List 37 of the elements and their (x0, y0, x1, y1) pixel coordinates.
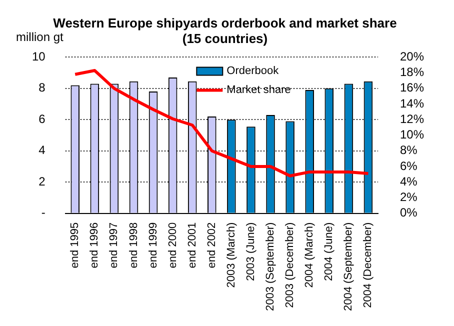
chart-title: Western Europe shipyards orderbook and market share (53, 15, 397, 30)
x-tick-label: end 2000 (166, 222, 179, 268)
y-axis-title: million gt (16, 30, 64, 44)
y2-tick-label: 20% (400, 50, 424, 64)
x-tick-label: 2004 (December) (362, 222, 374, 308)
x-tick-label: end 2002 (206, 222, 218, 268)
x-tick-label: end 1996 (88, 222, 101, 268)
x-tick-label: 2003 (December) (284, 222, 296, 308)
x-tick-label: end 1995 (69, 222, 82, 268)
x-tick-label: 2004 (June) (323, 222, 336, 282)
y-tick-label: 6 (38, 112, 46, 126)
x-tick-label: end 1999 (147, 222, 160, 268)
y2-tick-label: 2% (400, 190, 418, 204)
y-tick-label: 10 (32, 50, 46, 64)
x-tick-label: end 1998 (128, 222, 140, 268)
x-tick-label: 2003 (March) (225, 222, 238, 288)
x-tick-label: end 2001 (186, 222, 198, 268)
x-tick-label: 2004 (March) (304, 222, 316, 288)
y-tick-label: 2 (38, 174, 46, 188)
y-tick-label: 4 (38, 143, 46, 158)
y2-tick-label: 4% (400, 174, 418, 188)
y2-tick-label: 14% (400, 96, 424, 110)
y2-tick-label: 10% (400, 128, 424, 142)
chart-subtitle: (15 countries) (182, 30, 268, 46)
y2-tick-label: 16% (400, 80, 424, 95)
x-tick-label: end 1997 (108, 222, 120, 268)
x-tick-label: 2003 (September) (264, 222, 277, 312)
y2-tick-label: 6% (400, 158, 418, 173)
x-tick-label: 2004 (September) (342, 222, 355, 312)
y2-tick-label: 18% (400, 65, 424, 80)
legend-label: Orderbook (226, 65, 280, 78)
y2-tick-label: 12% (400, 112, 424, 126)
y-tick-label: 8 (38, 80, 46, 95)
y-tick-label: - (41, 206, 46, 220)
x-tick-label: 2003 (June) (245, 222, 258, 282)
y2-tick-label: 0% (400, 206, 418, 220)
y2-tick-label: 8% (400, 143, 418, 158)
